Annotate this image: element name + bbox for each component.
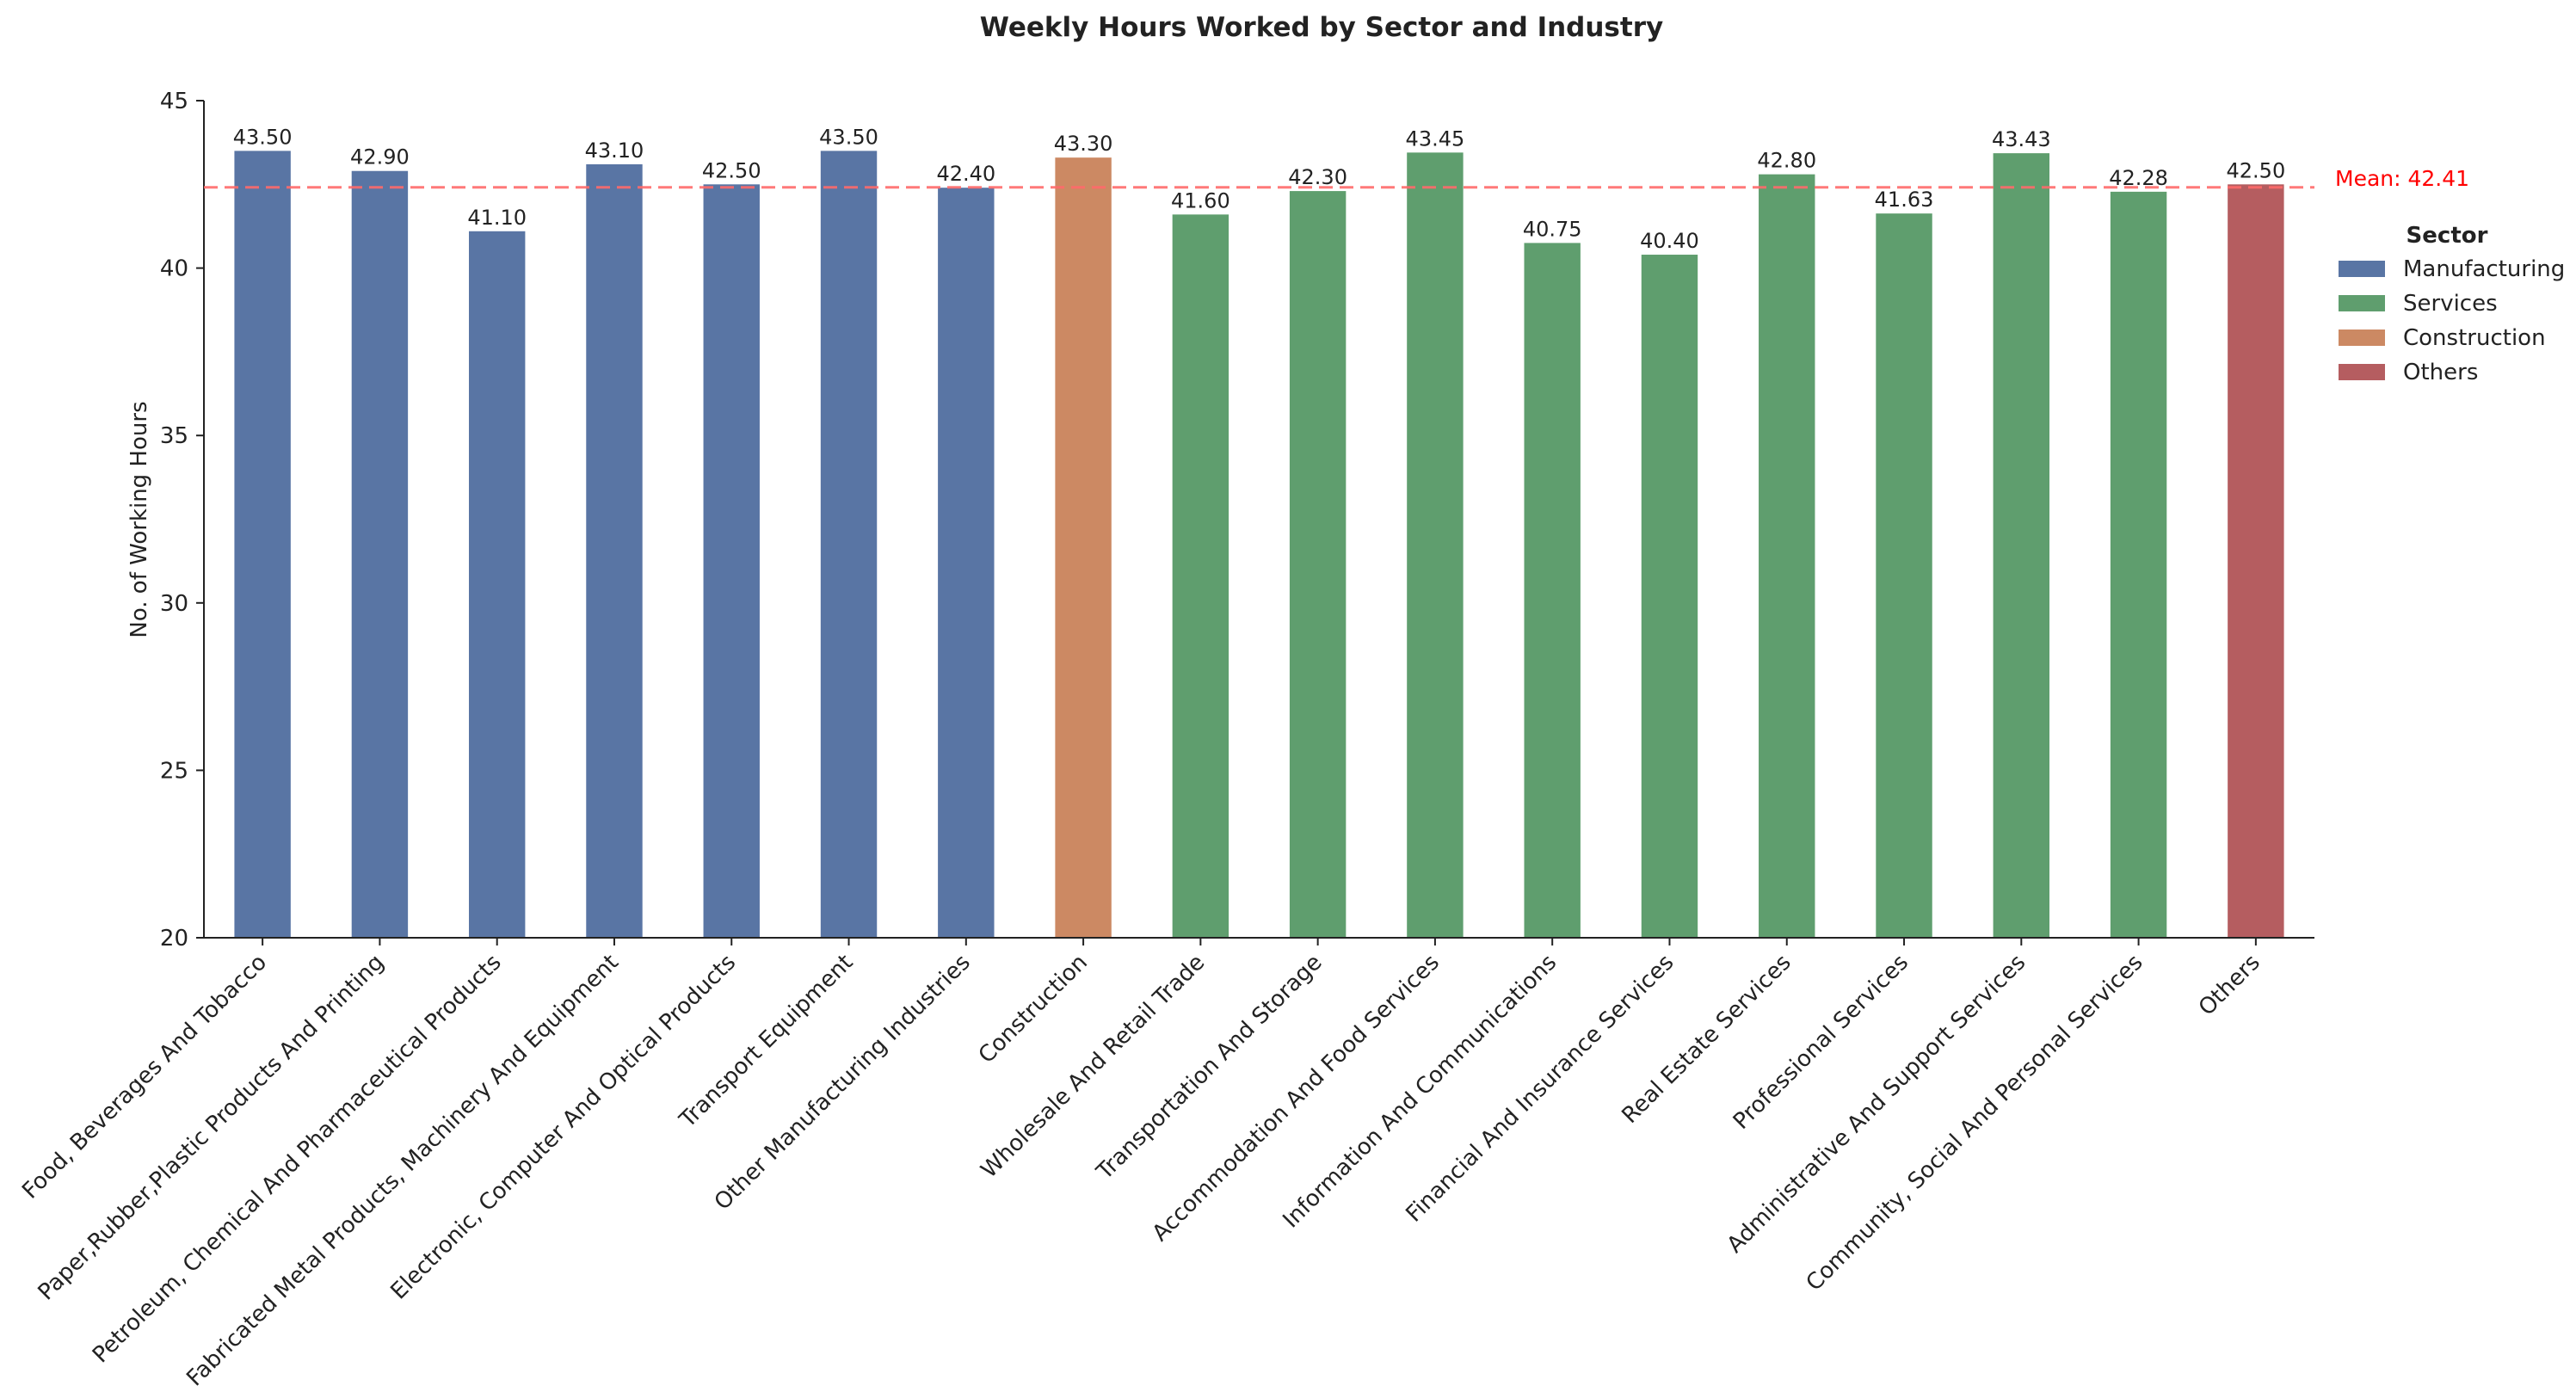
bar (1055, 157, 1112, 938)
legend-label: Construction (2403, 325, 2546, 351)
value-labels: 43.50 42.90 41.10 43.10 42.50 43.50 42.40 43.30… (233, 125, 2285, 253)
x-tick-label: Others (2194, 950, 2265, 1021)
bar-value-label: 42.80 (1757, 149, 1816, 173)
legend-swatch (2339, 261, 2385, 277)
y-tick-label: 40 (160, 256, 188, 282)
legend-title: Sector (2407, 223, 2488, 249)
y-tick-label: 45 (160, 89, 188, 114)
y-axis: 20 25 30 35 40 45 (160, 89, 205, 952)
bar (1876, 213, 1932, 938)
bar (1993, 153, 2050, 939)
x-tick-label: Fabricated Metal Products, Machinery And… (182, 950, 624, 1389)
y-axis-label: No. of Working Hours (126, 401, 152, 637)
bar (1524, 243, 1581, 938)
mean-label: Mean: 42.41 (2335, 166, 2469, 191)
legend: Sector Manufacturing Services Construction O… (2339, 223, 2565, 385)
x-tick-label: Construction (974, 950, 1093, 1069)
bar (2110, 191, 2167, 938)
bar (1641, 255, 1698, 939)
bar-value-label: 43.30 (1054, 132, 1113, 156)
bar-value-label: 40.40 (1640, 229, 1699, 253)
legend-label: Manufacturing (2403, 256, 2565, 282)
legend-label: Others (2403, 360, 2478, 385)
bar (1407, 152, 1464, 939)
bar-value-label: 43.50 (819, 125, 878, 149)
chart-title: Weekly Hours Worked by Sector and Indust… (980, 12, 1663, 43)
legend-swatch (2339, 295, 2385, 311)
bar (1289, 191, 1347, 939)
y-tick-label: 30 (160, 591, 188, 617)
bar-value-label: 43.43 (1992, 127, 2051, 151)
bar-value-label: 42.50 (702, 158, 761, 182)
x-tick-label: Petroleum, Chemical And Pharmaceutical P… (88, 950, 507, 1369)
legend-label: Services (2403, 291, 2498, 317)
bar (820, 151, 878, 938)
bar (586, 163, 643, 938)
x-tick-label: Food, Beverages And Tobacco (17, 950, 272, 1204)
legend-swatch (2339, 364, 2385, 380)
bar-value-label: 42.90 (350, 145, 410, 169)
x-tick-label: Transportation And Storage (1091, 950, 1327, 1186)
bar-value-label: 43.45 (1406, 126, 1465, 151)
mean-reference: Mean: 42.41 (204, 166, 2469, 191)
bar (468, 231, 526, 939)
y-tick-label: 25 (160, 758, 188, 784)
bar-value-label: 41.60 (1171, 188, 1230, 212)
bar-value-label: 40.75 (1523, 217, 1582, 241)
y-tick-label: 35 (160, 423, 188, 449)
bar-value-label: 41.10 (467, 206, 527, 230)
y-tick-label: 20 (160, 926, 188, 952)
bar (234, 151, 291, 938)
bar-value-label: 42.40 (936, 162, 995, 186)
bar-value-label: 42.28 (2109, 166, 2168, 190)
bar (703, 184, 760, 939)
bar (938, 188, 995, 938)
bar-value-label: 43.50 (233, 125, 293, 149)
bar (2228, 184, 2284, 939)
bar (1172, 214, 1229, 938)
x-tick-label: Wholesale And Retail Trade (977, 950, 1211, 1184)
bars (234, 151, 2284, 939)
bar-value-label: 41.63 (1875, 188, 1934, 212)
bar-value-label: 42.30 (1288, 165, 1347, 189)
legend-swatch (2339, 330, 2385, 346)
bar-value-label: 42.50 (2227, 158, 2286, 182)
bar (351, 170, 409, 938)
x-tick-label: Other Manufacturing Industries (710, 950, 976, 1216)
bar-value-label: 43.10 (585, 139, 644, 163)
bar (1759, 174, 1815, 938)
x-axis: Food, Beverages And TobaccoPaper,Rubber,… (17, 937, 2314, 1391)
x-tick-label: Financial And Insurance Services (1402, 950, 1679, 1228)
